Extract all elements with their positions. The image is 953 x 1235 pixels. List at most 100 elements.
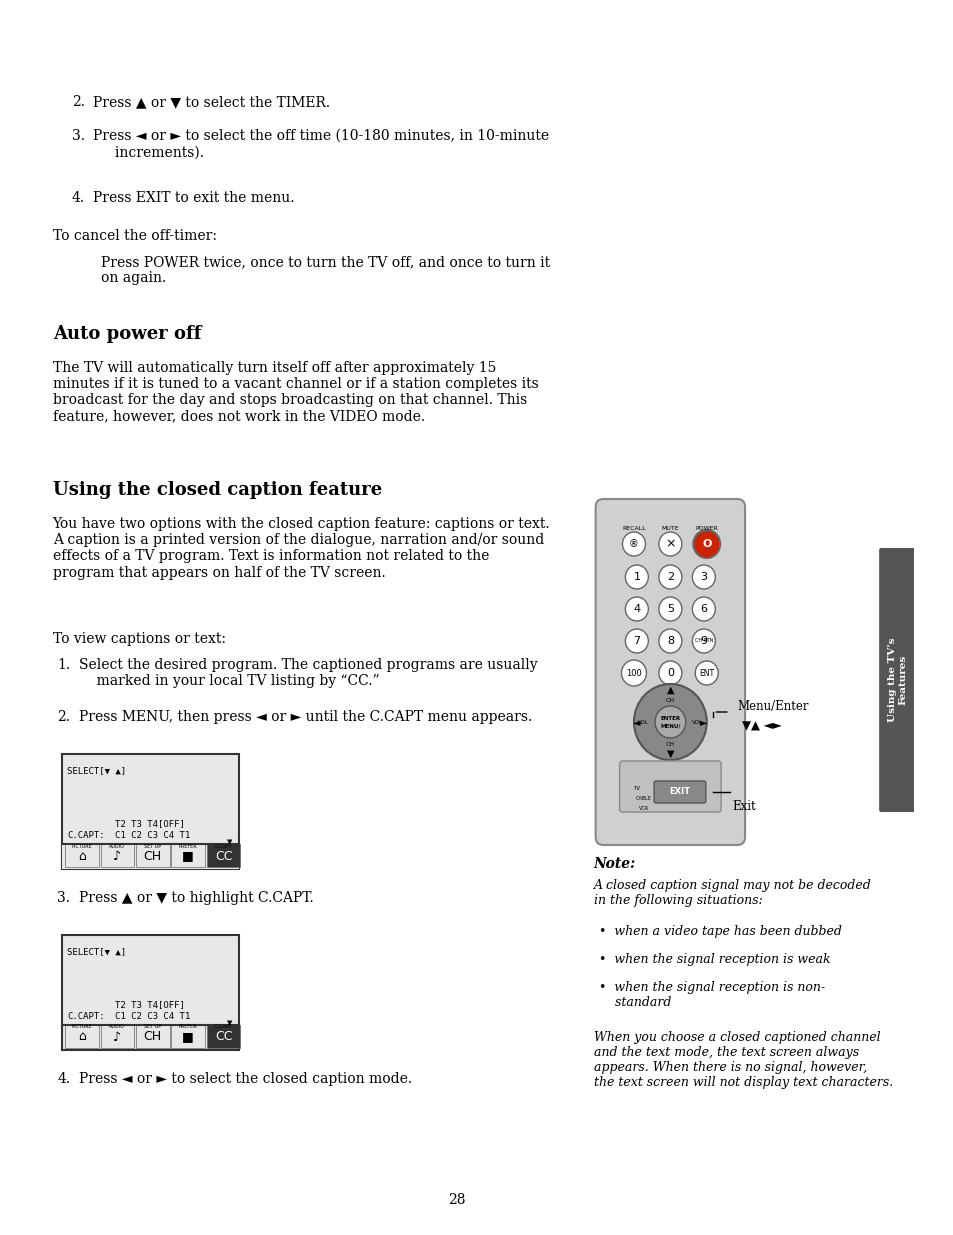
Text: SELECT[▼ ▲]: SELECT[▼ ▲] bbox=[67, 947, 126, 956]
Circle shape bbox=[624, 564, 648, 589]
Text: TV: TV bbox=[633, 787, 639, 792]
Circle shape bbox=[692, 629, 715, 653]
Circle shape bbox=[693, 530, 720, 558]
Text: EXIT: EXIT bbox=[669, 788, 690, 797]
FancyBboxPatch shape bbox=[62, 935, 239, 1050]
Text: 7: 7 bbox=[633, 636, 639, 646]
Text: 3.: 3. bbox=[71, 128, 85, 143]
Text: SET UP: SET UP bbox=[144, 844, 161, 848]
Text: ENT: ENT bbox=[699, 668, 714, 678]
Text: •  when a video tape has been dubbed: • when a video tape has been dubbed bbox=[598, 925, 841, 939]
Text: Press ◄ or ► to select the off time (10-180 minutes, in 10-minute
     increment: Press ◄ or ► to select the off time (10-… bbox=[92, 128, 548, 159]
FancyBboxPatch shape bbox=[207, 1025, 240, 1049]
Text: Press MENU, then press ◄ or ► until the C.CAPT menu appears.: Press MENU, then press ◄ or ► until the … bbox=[78, 710, 531, 724]
Text: Press POWER twice, once to turn the TV off, and once to turn it
on again.: Press POWER twice, once to turn the TV o… bbox=[100, 254, 549, 285]
Text: 4.: 4. bbox=[57, 1072, 71, 1086]
Text: ®: ® bbox=[628, 538, 639, 550]
Circle shape bbox=[692, 597, 715, 621]
Text: 8: 8 bbox=[666, 636, 673, 646]
Text: 1: 1 bbox=[633, 572, 639, 582]
Text: Using the TV's
Features: Using the TV's Features bbox=[886, 637, 906, 722]
Text: C.CAPT:: C.CAPT: bbox=[67, 1011, 105, 1021]
Circle shape bbox=[655, 706, 685, 739]
FancyBboxPatch shape bbox=[65, 844, 98, 867]
Text: 2.: 2. bbox=[57, 710, 71, 724]
FancyBboxPatch shape bbox=[62, 755, 239, 869]
Text: Select the desired program. The captioned programs are usually
    marked in you: Select the desired program. The captione… bbox=[78, 658, 537, 688]
Text: 2.: 2. bbox=[71, 95, 85, 109]
Text: 3.: 3. bbox=[57, 890, 71, 905]
Text: 5: 5 bbox=[666, 604, 673, 614]
Circle shape bbox=[621, 532, 645, 556]
Text: AUDIO: AUDIO bbox=[110, 1025, 125, 1030]
Text: MENU/: MENU/ bbox=[659, 724, 679, 729]
Text: VOL: VOL bbox=[638, 720, 648, 725]
Text: •  when the signal reception is non-
    standard: • when the signal reception is non- stan… bbox=[598, 981, 823, 1009]
Text: Press ▲ or ▼ to select the TIMER.: Press ▲ or ▼ to select the TIMER. bbox=[92, 95, 330, 109]
Circle shape bbox=[624, 597, 648, 621]
Text: ♪: ♪ bbox=[113, 850, 121, 862]
FancyBboxPatch shape bbox=[207, 844, 240, 867]
Text: CH: CH bbox=[665, 698, 674, 703]
Text: To view captions or text:: To view captions or text: bbox=[52, 632, 226, 646]
Text: CC: CC bbox=[214, 1030, 233, 1044]
FancyBboxPatch shape bbox=[62, 844, 239, 869]
Text: Auto power off: Auto power off bbox=[52, 325, 201, 343]
Circle shape bbox=[659, 532, 681, 556]
Text: Press ▲ or ▼ to highlight C.CAPT.: Press ▲ or ▼ to highlight C.CAPT. bbox=[78, 890, 313, 905]
Text: T2 T3 T4[OFF]: T2 T3 T4[OFF] bbox=[114, 1000, 185, 1009]
Circle shape bbox=[659, 629, 681, 653]
Circle shape bbox=[692, 564, 715, 589]
Text: 4.: 4. bbox=[71, 191, 85, 205]
FancyBboxPatch shape bbox=[100, 844, 134, 867]
Text: Exit: Exit bbox=[732, 800, 756, 813]
Text: C.CAPT: C.CAPT bbox=[214, 1025, 233, 1030]
Text: VOL: VOL bbox=[691, 720, 701, 725]
Text: •  when the signal reception is weak: • when the signal reception is weak bbox=[598, 953, 829, 966]
Text: AUDIO: AUDIO bbox=[110, 844, 125, 848]
Text: SELECT[▼ ▲]: SELECT[▼ ▲] bbox=[67, 766, 126, 776]
Text: ♪: ♪ bbox=[113, 1030, 121, 1044]
Text: VCR: VCR bbox=[638, 806, 648, 811]
Text: ■: ■ bbox=[182, 1030, 193, 1044]
Text: ▼: ▼ bbox=[666, 748, 674, 760]
Text: ENTER: ENTER bbox=[659, 715, 679, 720]
Text: A closed caption signal may not be decoded
in the following situations:: A closed caption signal may not be decod… bbox=[593, 879, 871, 906]
Text: RECALL: RECALL bbox=[621, 526, 645, 531]
Text: ▼▲ ◄►: ▼▲ ◄► bbox=[741, 720, 781, 734]
Text: CC: CC bbox=[214, 850, 233, 862]
Text: 28: 28 bbox=[448, 1193, 465, 1207]
Text: ◄: ◄ bbox=[633, 718, 639, 727]
Text: ▲: ▲ bbox=[666, 685, 674, 695]
Text: 2: 2 bbox=[666, 572, 673, 582]
Text: CH: CH bbox=[144, 1030, 162, 1044]
Text: Press EXIT to exit the menu.: Press EXIT to exit the menu. bbox=[92, 191, 294, 205]
Text: Note:: Note: bbox=[593, 857, 636, 871]
Text: When you choose a closed captioned channel
and the text mode, the text screen al: When you choose a closed captioned chann… bbox=[593, 1031, 892, 1089]
Text: POWER: POWER bbox=[695, 526, 718, 531]
Text: C.CAPT:: C.CAPT: bbox=[67, 831, 105, 840]
Text: ►: ► bbox=[700, 718, 707, 727]
FancyBboxPatch shape bbox=[618, 761, 720, 811]
Text: ■: ■ bbox=[182, 850, 193, 862]
FancyBboxPatch shape bbox=[595, 499, 744, 845]
Circle shape bbox=[659, 597, 681, 621]
FancyBboxPatch shape bbox=[100, 1025, 134, 1049]
Text: ⌂: ⌂ bbox=[78, 1030, 86, 1044]
Text: T2 T3 T4[OFF]: T2 T3 T4[OFF] bbox=[114, 819, 185, 827]
Circle shape bbox=[695, 661, 718, 685]
Circle shape bbox=[659, 661, 681, 685]
Text: ▼: ▼ bbox=[227, 1020, 233, 1026]
Text: C1 C2 C3 C4 T1: C1 C2 C3 C4 T1 bbox=[114, 1011, 190, 1021]
Text: 9: 9 bbox=[700, 636, 707, 646]
Text: 4: 4 bbox=[633, 604, 639, 614]
Text: CH: CH bbox=[665, 741, 674, 746]
Text: Press ◄ or ► to select the closed caption mode.: Press ◄ or ► to select the closed captio… bbox=[78, 1072, 412, 1086]
Text: CABLE: CABLE bbox=[635, 797, 651, 802]
Text: PREFER: PREFER bbox=[178, 844, 197, 848]
Text: Using the closed caption feature: Using the closed caption feature bbox=[52, 480, 381, 499]
FancyBboxPatch shape bbox=[136, 1025, 170, 1049]
FancyBboxPatch shape bbox=[654, 781, 705, 803]
Text: Menu/Enter: Menu/Enter bbox=[737, 700, 808, 713]
FancyBboxPatch shape bbox=[879, 548, 915, 811]
